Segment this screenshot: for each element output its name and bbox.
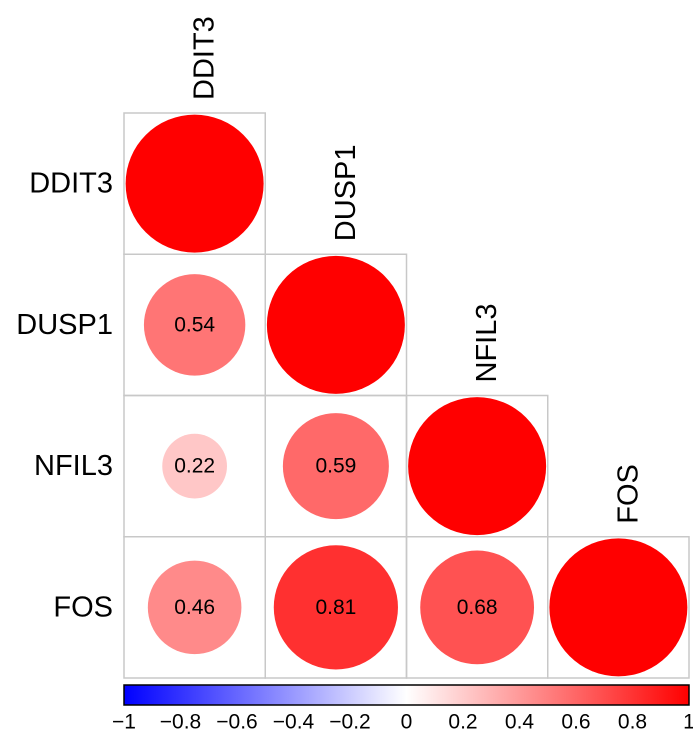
circle-dusp1-dusp1 [266, 255, 405, 394]
value-label-fos-dusp1: 0.81 [315, 596, 356, 619]
circle-fos-nfil3 [420, 550, 535, 665]
colorbar-tick-label: 0.4 [505, 711, 535, 734]
colorbar-tick-labels: −1 −0.8 −0.6 −0.4 −0.2 0 0.2 0.4 0.6 0.8 1 [112, 711, 693, 734]
value-label-dusp1-ddit3: 0.54 [174, 313, 215, 336]
row-label-fos: FOS [53, 591, 113, 623]
colorbar-tick-label: −0.2 [329, 711, 370, 734]
circle-nfil3-ddit3 [162, 433, 227, 499]
column-label-fos: FOS [612, 464, 644, 524]
cell-fos-fos [547, 536, 690, 679]
correlation-circles [125, 114, 688, 677]
colorbar-tick-label: −1 [112, 711, 136, 734]
value-label-nfil3-dusp1: 0.59 [315, 455, 356, 478]
correlation-value-labels: 0.54 0.22 0.59 0.46 0.81 0.68 [174, 313, 497, 619]
circle-fos-fos [549, 538, 688, 677]
value-label-nfil3-ddit3: 0.22 [174, 455, 215, 478]
colorbar-tick-label: −0.8 [160, 711, 201, 734]
colorbar-tick-label: 0 [401, 711, 413, 734]
circle-fos-ddit3 [147, 560, 242, 655]
colorbar-tick-label: 1 [683, 711, 693, 734]
circle-fos-dusp1 [273, 545, 398, 670]
colorbar-gradient [123, 684, 690, 706]
circle-nfil3-nfil3 [408, 397, 547, 536]
row-labels: DDIT3 DUSP1 NFIL3 FOS [16, 168, 113, 624]
colorbar-tick-label: 0.2 [448, 711, 477, 734]
circle-nfil3-dusp1 [282, 413, 389, 520]
circle-ddit3-ddit3 [125, 114, 264, 253]
colorbar-tick-label: −0.4 [273, 711, 315, 734]
row-label-dusp1: DUSP1 [16, 309, 113, 341]
circle-dusp1-ddit3 [143, 274, 246, 376]
cell-grid [123, 112, 690, 679]
colorbar [123, 684, 690, 706]
row-label-ddit3: DDIT3 [29, 168, 113, 200]
colorbar-tick-label: −0.6 [216, 711, 257, 734]
colorbar-tick-label: 0.6 [561, 711, 590, 734]
value-label-fos-nfil3: 0.68 [457, 596, 498, 619]
column-label-ddit3: DDIT3 [189, 16, 221, 100]
column-labels: DDIT3 DUSP1 NFIL3 FOS [189, 16, 645, 524]
column-label-dusp1: DUSP1 [330, 145, 362, 242]
value-label-fos-ddit3: 0.46 [174, 596, 215, 619]
column-label-nfil3: NFIL3 [471, 304, 503, 383]
colorbar-tick-label: 0.8 [618, 711, 647, 734]
row-label-nfil3: NFIL3 [34, 450, 113, 482]
